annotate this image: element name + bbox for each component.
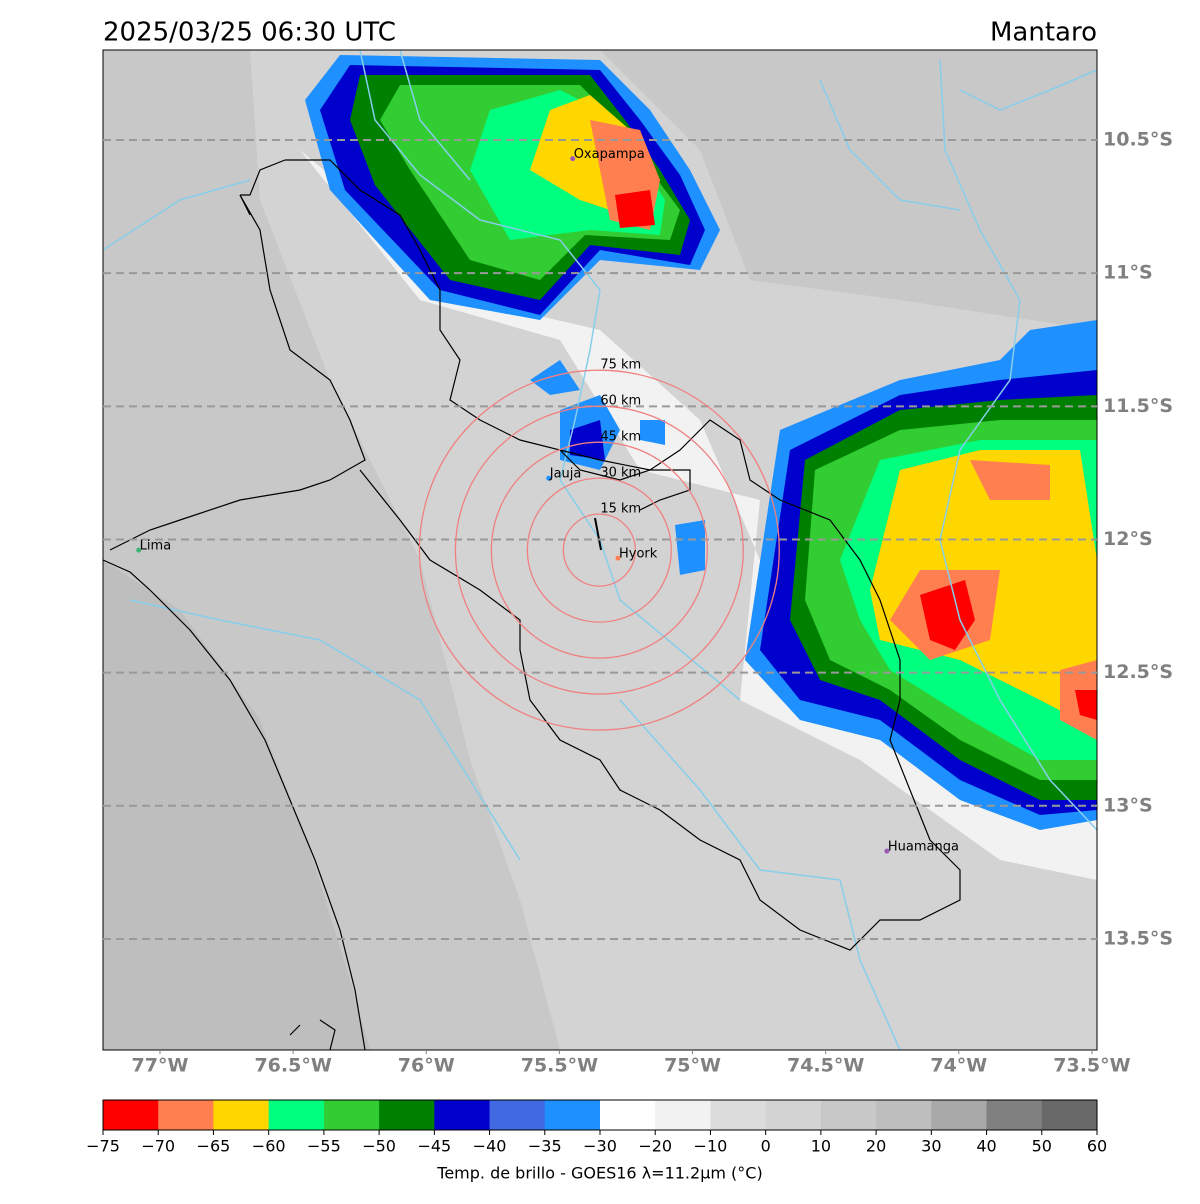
range-ring-label: 15 km: [600, 502, 641, 517]
title: 2025/03/25 06:30 UTC: [103, 18, 396, 48]
colorbar-segment: [931, 1100, 987, 1130]
colorbar-tick-label: −20: [638, 1137, 672, 1156]
colorbar-tick-label: 20: [866, 1137, 886, 1156]
colorbar-tick-label: 40: [976, 1137, 996, 1156]
colorbar-segment: [987, 1100, 1043, 1130]
colorbar-tick-label: −70: [141, 1137, 175, 1156]
lon-tick-label: 73.5°W: [1053, 1055, 1130, 1077]
colorbar-segment: [876, 1100, 932, 1130]
city-label: Jauja: [549, 467, 582, 482]
range-ring-label: 45 km: [600, 430, 641, 445]
lat-tick-label: 11.5°S: [1103, 395, 1173, 417]
lat-tick-label: 13.5°S: [1103, 927, 1173, 949]
colorbar-segment: [213, 1100, 269, 1130]
colorbar-label: Temp. de brillo - GOES16 λ=11.2μm (°C): [436, 1164, 762, 1183]
colorbar-tick-label: −35: [528, 1137, 562, 1156]
lat-tick-label: 10.5°S: [1103, 129, 1173, 151]
lon-tick-label: 75.5°W: [521, 1055, 598, 1077]
colorbar-segment: [710, 1100, 766, 1130]
colorbar-segment: [324, 1100, 380, 1130]
colorbar-tick-label: 10: [811, 1137, 831, 1156]
lon-tick-label: 77°W: [132, 1055, 189, 1077]
city-label: Huamanga: [888, 840, 959, 855]
lon-tick-label: 74.5°W: [787, 1055, 864, 1077]
colorbar-segment: [545, 1100, 601, 1130]
city-label: Oxapampa: [574, 147, 645, 162]
colorbar-tick-label: 30: [921, 1137, 941, 1156]
lat-tick-label: 11°S: [1103, 262, 1153, 284]
colorbar-tick-label: −60: [252, 1137, 286, 1156]
colorbar-segment: [821, 1100, 877, 1130]
colorbar-segment: [158, 1100, 214, 1130]
colorbar-tick-label: 50: [1032, 1137, 1052, 1156]
lat-tick-label: 12°S: [1103, 528, 1153, 550]
colorbar-segment: [766, 1100, 822, 1130]
colorbar-tick-label: 0: [761, 1137, 771, 1156]
city-label: Hyork: [619, 547, 658, 562]
colorbar-segment: [103, 1100, 159, 1130]
colorbar-tick-label: −45: [417, 1137, 451, 1156]
colorbar-segment: [490, 1100, 546, 1130]
colorbar-tick-label: −55: [307, 1137, 341, 1156]
colorbar-tick-label: −75: [86, 1137, 120, 1156]
lat-tick-label: 13°S: [1103, 794, 1153, 816]
colorbar-tick-label: −30: [583, 1137, 617, 1156]
colorbar-segment: [600, 1100, 656, 1130]
lon-tick-label: 76°W: [398, 1055, 455, 1077]
city-label: Lima: [140, 539, 171, 554]
colorbar-tick-label: −65: [197, 1137, 231, 1156]
range-ring-label: 30 km: [600, 466, 641, 481]
colorbar-tick-label: −40: [473, 1137, 507, 1156]
lon-tick-label: 74°W: [930, 1055, 987, 1077]
colorbar-segment: [655, 1100, 711, 1130]
lon-tick-label: 76.5°W: [254, 1055, 331, 1077]
colorbar-segment: [1042, 1100, 1098, 1130]
range-ring-label: 60 km: [600, 394, 641, 409]
colorbar-tick-label: −50: [362, 1137, 396, 1156]
colorbar-tick-label: −10: [694, 1137, 728, 1156]
lat-tick-label: 12.5°S: [1103, 661, 1173, 683]
region-name: Mantaro: [990, 18, 1097, 48]
range-ring-label: 75 km: [600, 358, 641, 373]
colorbar-segment: [434, 1100, 490, 1130]
lon-tick-label: 75°W: [664, 1055, 721, 1077]
colorbar-tick-label: 60: [1087, 1137, 1107, 1156]
colorbar-segment: [379, 1100, 435, 1130]
colorbar-segment: [269, 1100, 325, 1130]
